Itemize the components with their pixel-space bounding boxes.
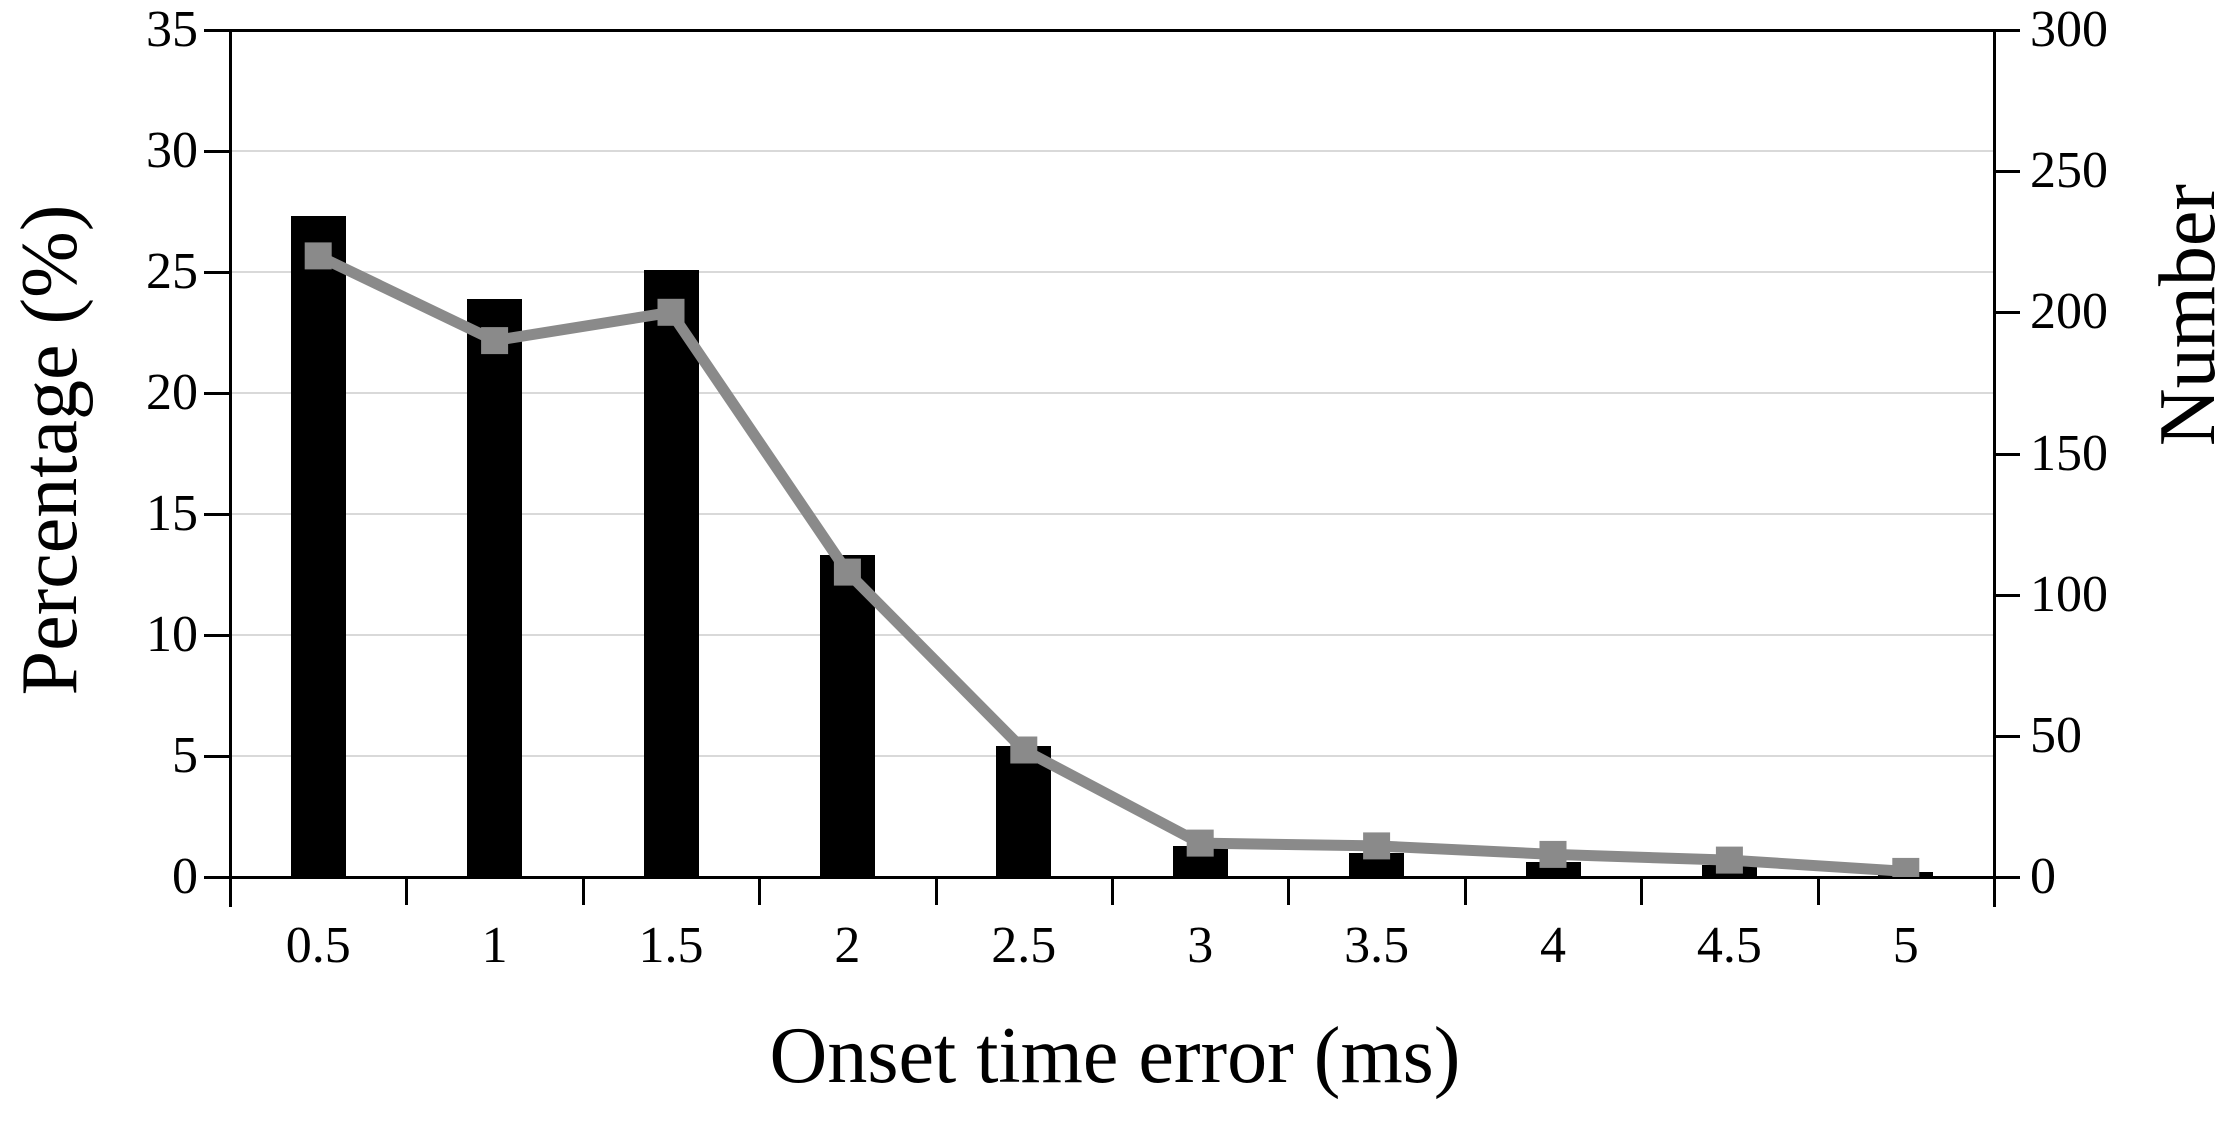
x-tick — [229, 877, 232, 905]
left-tick — [204, 150, 230, 153]
x-tick — [581, 877, 585, 905]
left-tick-label: 15 — [146, 485, 198, 542]
left-tick — [204, 634, 230, 637]
x-tick-label: 1.5 — [638, 917, 704, 974]
x-axis-title: Onset time error (ms) — [769, 1012, 1461, 1100]
x-tick-label: 3.5 — [1344, 917, 1410, 974]
right-tick — [1994, 29, 2020, 32]
left-tick-label: 5 — [172, 727, 198, 784]
x-tick-label: 0.5 — [285, 917, 351, 974]
bar — [290, 216, 346, 877]
left-tick — [204, 876, 230, 879]
x-tick — [934, 877, 938, 905]
line-series-layer — [304, 242, 1920, 877]
left-tick — [204, 513, 230, 516]
right-tick — [1994, 876, 2020, 879]
x-tick — [405, 877, 409, 905]
h-gridline — [230, 150, 1994, 152]
x-tick — [1287, 877, 1291, 905]
x-tick-label: 4.5 — [1696, 917, 1762, 974]
square-marker — [1539, 840, 1567, 868]
left-tick — [204, 271, 230, 274]
square-marker — [1715, 846, 1743, 874]
right-tick — [1994, 170, 2020, 174]
y-axis-left — [229, 30, 232, 907]
x-tick — [1111, 877, 1114, 905]
left-tick — [204, 755, 230, 758]
number-line — [315, 250, 1907, 877]
square-marker — [304, 242, 332, 270]
plot-frame-top — [230, 29, 1994, 32]
bar — [467, 298, 523, 877]
x-tick — [758, 877, 762, 905]
h-gridline — [230, 271, 1994, 273]
right-tick — [1994, 311, 2020, 315]
h-gridline — [230, 634, 1994, 636]
right-tick-label: 300 — [2030, 1, 2108, 58]
right-tick-label: 50 — [2030, 706, 2082, 764]
left-tick — [204, 29, 230, 32]
x-tick — [1993, 877, 1996, 905]
x-tick-label: 4 — [1540, 917, 1566, 974]
x-tick-label: 3 — [1187, 917, 1214, 974]
square-marker — [1363, 832, 1391, 860]
left-tick-label: 0 — [172, 848, 198, 905]
x-tick — [1640, 877, 1644, 905]
right-tick-label: 250 — [2030, 142, 2108, 200]
left-tick-label: 20 — [146, 364, 198, 421]
h-gridline — [230, 755, 1994, 757]
x-tick-label: 5 — [1892, 917, 1919, 974]
right-tick-label: 150 — [2030, 424, 2108, 482]
right-tick-label: 0 — [2030, 848, 2056, 905]
square-marker — [657, 298, 685, 326]
right-tick — [1994, 593, 2020, 597]
right-tick — [1994, 734, 2020, 738]
y-axis-right — [1993, 30, 1996, 907]
square-marker — [1010, 736, 1038, 764]
right-tick-label: 200 — [2030, 283, 2108, 341]
right-tick — [1994, 452, 2020, 456]
left-tick-label: 10 — [146, 606, 198, 663]
x-tick-label: 1 — [481, 917, 508, 974]
square-marker — [1186, 829, 1214, 857]
x-tick-label: 2 — [834, 917, 861, 974]
bar — [643, 269, 699, 877]
left-tick-label: 30 — [146, 122, 198, 179]
x-tick — [1816, 877, 1820, 905]
x-tick-label: 2.5 — [991, 917, 1057, 974]
bar — [1525, 862, 1581, 877]
bar — [819, 555, 875, 877]
right-axis-title: Number — [2144, 183, 2230, 447]
square-marker — [481, 327, 509, 355]
square-marker — [833, 558, 861, 586]
square-marker — [1892, 857, 1920, 877]
h-gridline — [230, 513, 1994, 515]
left-tick-label: 35 — [146, 1, 198, 58]
bar — [996, 746, 1052, 877]
left-tick — [204, 392, 230, 395]
right-tick-label: 100 — [2030, 565, 2108, 623]
left-tick-label: 25 — [146, 243, 198, 300]
x-tick — [1463, 877, 1467, 905]
h-gridline — [230, 392, 1994, 394]
